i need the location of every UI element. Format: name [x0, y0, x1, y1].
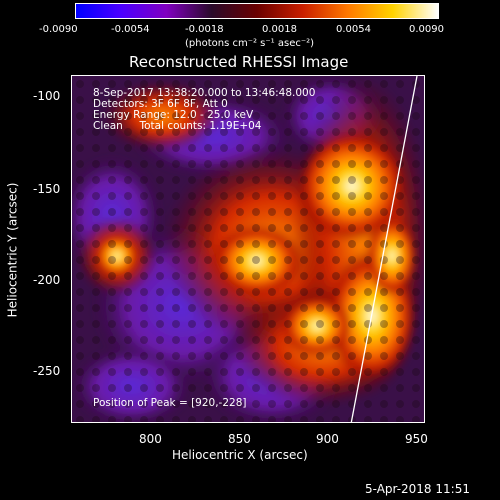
y-tick-label: -100	[33, 89, 60, 103]
x-axis-label: Heliocentric X (arcsec)	[172, 448, 308, 462]
colorbar-tick: 0.0018	[262, 24, 297, 35]
colorbar-unit-label: (photons cm⁻² s⁻¹ asec⁻²)	[185, 38, 314, 49]
timestamp: 5-Apr-2018 11:51	[365, 482, 470, 496]
x-tick-label: 850	[228, 432, 251, 446]
colorbar-tick: -0.0090	[39, 24, 78, 35]
y-axis-label: Heliocentric Y (arcsec)	[5, 183, 19, 318]
plot-title: Reconstructed RHESSI Image	[129, 53, 348, 71]
colorbar-tick: 0.0054	[336, 24, 371, 35]
colorbar-tick: 0.0090	[409, 24, 444, 35]
y-tick-label: -200	[33, 273, 60, 287]
clean-counts-annotation: Clean Total counts: 1.19E+04	[93, 121, 262, 132]
y-tick-label: -150	[33, 182, 60, 196]
peak-position-annotation: Position of Peak = [920,-228]	[93, 398, 247, 409]
x-tick-label: 800	[139, 432, 162, 446]
colorbar-tick: -0.0018	[185, 24, 224, 35]
y-tick-label: -250	[33, 364, 60, 378]
colorbar	[75, 3, 439, 19]
colorbar-tick: -0.0054	[111, 24, 150, 35]
image-plot-area[interactable]: 8-Sep-2017 13:38:20.000 to 13:46:48.000 …	[71, 75, 425, 423]
x-tick-label: 900	[316, 432, 339, 446]
x-tick-label: 950	[405, 432, 428, 446]
